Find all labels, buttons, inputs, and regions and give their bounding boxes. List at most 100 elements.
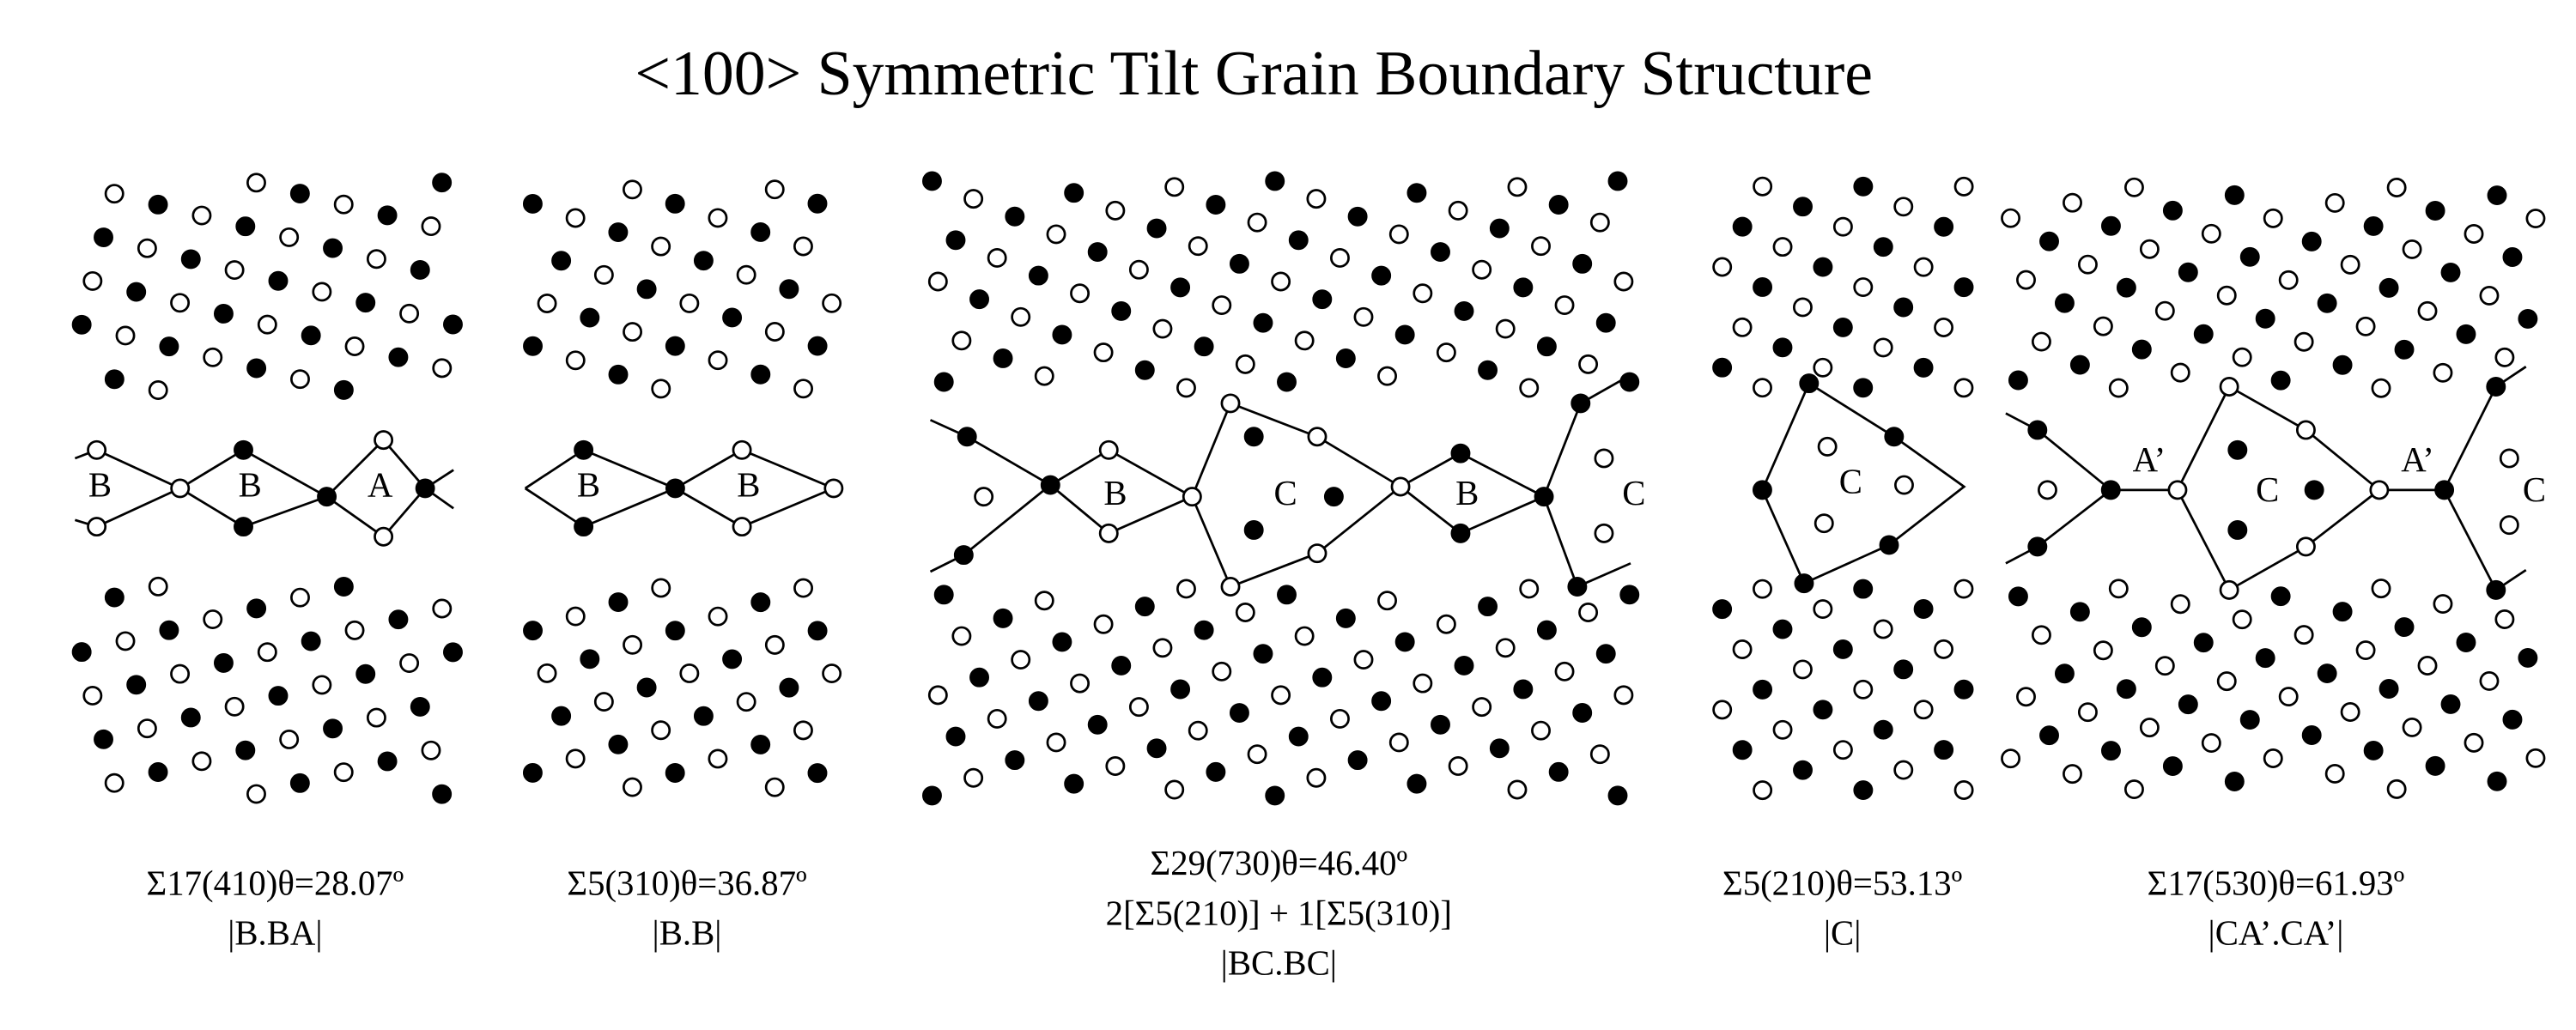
atom-open [279, 227, 300, 247]
atom-open [1294, 626, 1315, 646]
atom-filled [608, 592, 629, 612]
atom-open [1519, 579, 1540, 599]
atom-filled [1793, 760, 1813, 780]
atom-filled [180, 249, 201, 270]
atom-open [537, 663, 557, 683]
atom-filled [2227, 439, 2248, 460]
atom-filled [268, 686, 289, 706]
atom-open [82, 686, 103, 706]
atom-open [2167, 480, 2188, 500]
atom-filled [1450, 443, 1471, 464]
atom-filled [1832, 317, 1853, 337]
atom-open [1531, 720, 1551, 741]
atom-filled [126, 675, 147, 695]
atom-filled [388, 347, 409, 367]
atom-open [2108, 579, 2129, 599]
atom-filled [969, 667, 989, 688]
atom-filled [148, 194, 168, 215]
atom-filled [693, 251, 714, 271]
atom-filled [432, 173, 453, 193]
atom-open [1873, 619, 1893, 639]
atom-open [2154, 300, 2175, 321]
atom-open [2355, 640, 2376, 661]
atom-open [1495, 318, 1516, 339]
atom-open [1152, 318, 1173, 339]
atom-open [1188, 720, 1208, 741]
atom-open [1753, 378, 1772, 398]
atom-filled [551, 706, 572, 726]
atom-filled [213, 652, 234, 673]
atom-filled [2270, 370, 2291, 391]
atom-filled [993, 348, 1013, 368]
atom-filled [2486, 377, 2506, 397]
atom-open [679, 293, 700, 313]
caption-line: |B.BA| [228, 914, 322, 953]
atom-filled [1595, 644, 1616, 664]
atom-open [104, 772, 125, 793]
atom-filled [388, 609, 409, 630]
atom-filled [933, 585, 954, 605]
atom-filled [2456, 324, 2476, 344]
atom-filled [377, 751, 398, 772]
atom-open [1128, 259, 1149, 280]
atom-open [1307, 543, 1327, 564]
atom-open [1594, 523, 1614, 543]
atom-open [1247, 212, 1267, 233]
atom-filled [574, 439, 594, 460]
atom-open [2494, 347, 2515, 367]
atom-open [224, 260, 245, 281]
atom-filled [1934, 740, 1954, 760]
atom-open [764, 322, 785, 342]
atom-open [87, 439, 107, 460]
atom-open [679, 663, 700, 683]
atom-filled [665, 763, 685, 783]
atom-open [987, 247, 1007, 268]
atom-open [366, 249, 386, 270]
atom-filled [2027, 536, 2048, 557]
atom-open [1813, 599, 1833, 620]
atom-open [2402, 717, 2422, 737]
atom-open [1589, 744, 1610, 765]
atom-open [651, 578, 671, 598]
atom-filled [2069, 354, 2090, 375]
atom-filled [289, 184, 310, 203]
atom-open [1105, 200, 1126, 221]
atom-open [1853, 679, 1874, 700]
atom-open [374, 430, 394, 451]
atom-filled [234, 439, 253, 460]
atom-open [2464, 732, 2484, 753]
atom-open [2077, 702, 2098, 723]
atom-open [1531, 236, 1551, 257]
atom-open [1814, 513, 1834, 534]
caption-line: Σ5(210)θ=53.13º [1722, 863, 1962, 902]
atom-filled [1146, 218, 1167, 239]
atom-filled [2394, 617, 2415, 638]
atom-open [1164, 779, 1185, 800]
atom-open [537, 294, 557, 313]
atom-open [822, 293, 842, 313]
atom-filled [1194, 336, 1214, 357]
atom-filled [522, 762, 543, 783]
atom-open [1519, 378, 1540, 398]
atom-filled [1170, 277, 1191, 298]
atom-filled [2487, 771, 2507, 791]
atom-filled [1335, 608, 1356, 628]
atom-open [1953, 378, 1974, 398]
atom-filled [945, 726, 966, 747]
atom-open [2386, 779, 2407, 799]
atom-open [115, 631, 136, 651]
atom-open [203, 347, 223, 367]
atom-open [1613, 685, 1634, 706]
atom-filled [1536, 336, 1557, 357]
atom-open [1307, 427, 1327, 447]
atom-open [1753, 579, 1772, 599]
atom-open [1388, 732, 1409, 753]
atom-filled [1347, 750, 1368, 771]
atom-filled [2193, 324, 2214, 344]
atom-filled [2131, 617, 2152, 638]
atom-filled [246, 358, 267, 379]
atom-open [708, 350, 728, 371]
atom-open [1235, 354, 1255, 374]
atom-filled [1253, 644, 1273, 664]
atom-open [2295, 536, 2316, 557]
